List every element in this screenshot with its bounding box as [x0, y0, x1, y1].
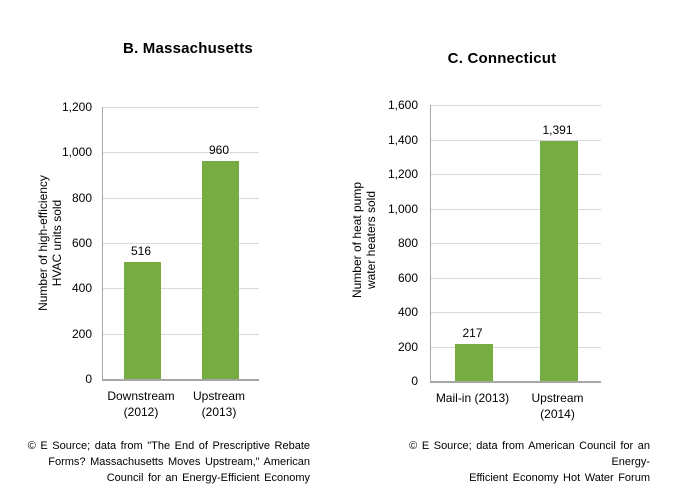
gridline — [431, 243, 601, 244]
x-category-label: Downstream (2012) — [91, 388, 191, 420]
y-axis-tick-label: 200 — [397, 339, 418, 354]
y-axis-tick-label: 1,000 — [61, 145, 92, 160]
bar-value-label: 516 — [130, 244, 152, 258]
gridline — [431, 105, 601, 106]
y-axis-tick-label: 0 — [85, 372, 92, 386]
source-note: © E Source; data from American Council f… — [372, 438, 650, 486]
y-axis-tick-label: 800 — [397, 236, 418, 250]
x-category-label-line: Downstream — [107, 389, 175, 403]
bar — [454, 344, 493, 381]
y-axis-tick-label: 400 — [71, 281, 92, 296]
y-axis-tick-label: 1,000 — [387, 201, 418, 216]
y-axis-tick-label: 600 — [71, 236, 92, 250]
plot-area — [430, 105, 601, 383]
source-note-line: Council for an Energy-Efficient Economy — [106, 472, 310, 484]
gridline — [431, 346, 601, 348]
gridline — [103, 197, 259, 199]
y-axis-tick-label: 600 — [397, 270, 418, 285]
bar — [123, 262, 161, 379]
source-note-line: Efficient Economy Hot Water Forum — [469, 472, 650, 484]
y-axis-tick-label: 400 — [397, 305, 418, 319]
y-axis-tick-label: 1,400 — [387, 132, 418, 147]
gridline — [103, 107, 259, 108]
y-axis-tick-label: 800 — [71, 190, 92, 205]
bar-value-label: 217 — [462, 326, 483, 340]
x-category-label-line: Mail-in (2013) — [435, 391, 510, 405]
gridline — [431, 139, 601, 141]
bar — [201, 161, 239, 379]
source-note-line: © E Source; data from American Council f… — [409, 440, 650, 468]
bar — [539, 141, 578, 381]
y-axis-tick-label: 0 — [411, 374, 418, 388]
x-category-label: Upstream (2014) — [508, 390, 608, 422]
y-axis-tick-label: 1,200 — [387, 167, 418, 181]
chart-title: C. Connecticut — [447, 50, 557, 67]
y-axis-tick-label: 200 — [71, 326, 92, 341]
bar-value-label: 1,391 — [542, 123, 573, 137]
y-axis-tick-label: 1,200 — [61, 100, 92, 114]
chart-title: B. Massachusetts — [123, 40, 253, 57]
gridline — [431, 277, 601, 279]
x-category-label: Upstream (2013) — [169, 388, 269, 420]
plot-area — [102, 107, 259, 381]
gridline — [431, 174, 601, 175]
source-note: © E Source; data from "The End of Prescr… — [23, 438, 310, 486]
x-category-label-line: (2013) — [201, 405, 237, 419]
gridline — [103, 333, 259, 335]
x-category-label: Mail-in (2013) — [423, 390, 523, 406]
gridline — [103, 288, 259, 290]
gridline — [103, 152, 259, 154]
bar-value-label: 960 — [208, 143, 230, 157]
source-note-line: Forms? Massachusetts Moves Upstream," Am… — [48, 456, 310, 468]
x-category-label-line: (2014) — [540, 407, 575, 421]
y-axis-tick-label: 1,600 — [387, 98, 418, 112]
x-category-label-line: Upstream — [192, 389, 245, 403]
gridline — [431, 208, 601, 210]
gridline — [431, 312, 601, 313]
x-category-label-line: (2012) — [123, 405, 159, 419]
x-category-label-line: Upstream — [531, 391, 584, 405]
source-note-line: © E Source; data from "The End of Prescr… — [27, 440, 310, 452]
gridline — [103, 243, 259, 244]
